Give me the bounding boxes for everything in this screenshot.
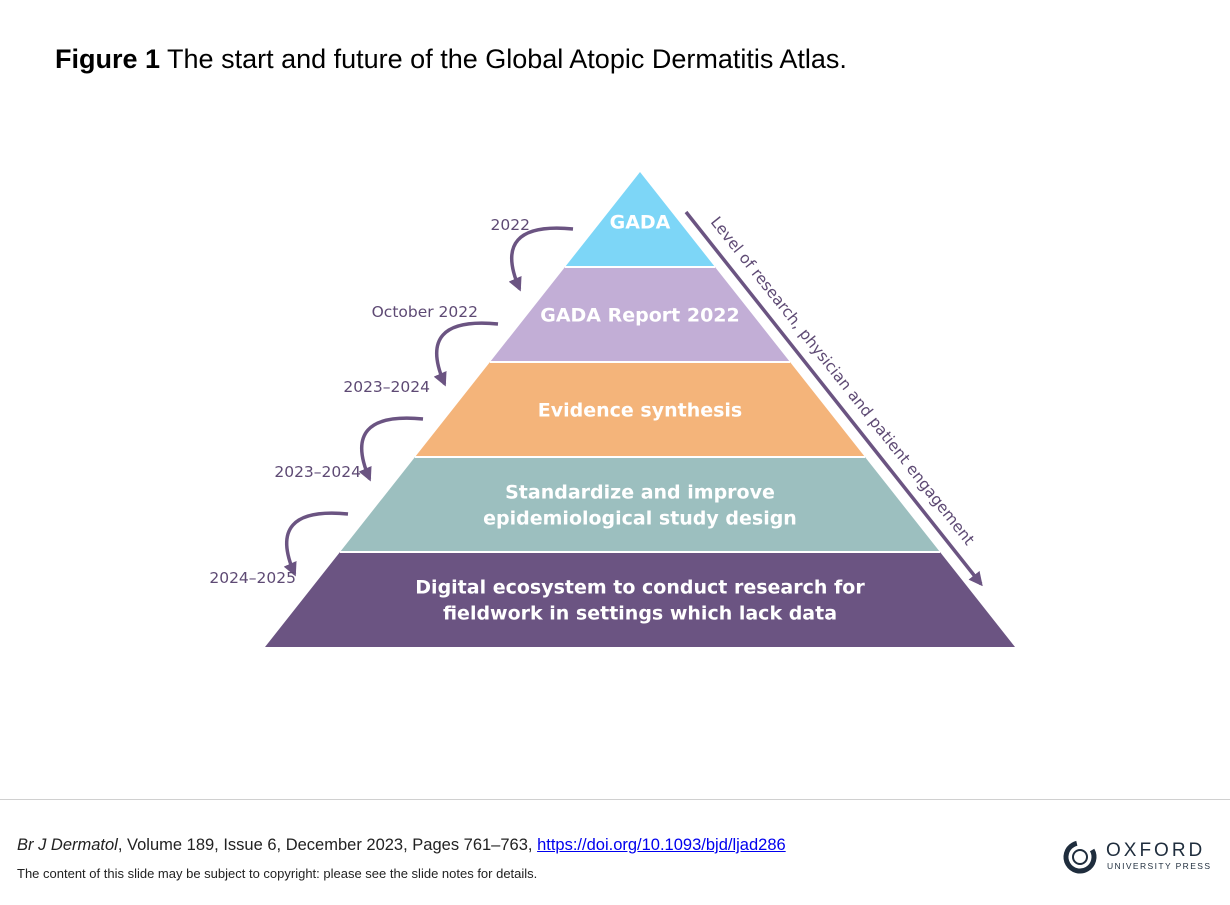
figure-caption: The start and future of the Global Atopi…	[167, 44, 847, 74]
engagement-arrow	[684, 210, 983, 587]
pyramid-level-1	[565, 172, 715, 267]
level-4-label: Standardize and improve	[505, 482, 775, 504]
pyramid-level-4	[340, 457, 940, 552]
logo-name: OXFORD	[1106, 840, 1206, 861]
timeline-arrow-4	[283, 511, 349, 577]
pyramid-diagram: GADA GADA Report 2022 Evidence synthesis St…	[209, 172, 1015, 647]
timeline-arrow-1	[508, 226, 574, 292]
pyramid-levels: GADA GADA Report 2022 Evidence synthesis St…	[265, 172, 1015, 647]
logo-subtitle: UNIVERSITY PRESS	[1107, 861, 1212, 871]
timeline-label-2: October 2022	[372, 303, 478, 321]
timeline-label-5: 2024–2025	[209, 569, 296, 587]
journal-name: Br J Dermatol	[17, 836, 118, 854]
oxford-logo[interactable]: OXFORD UNIVERSITY PRESS	[1062, 838, 1212, 878]
level-5-label: fieldwork in settings which lack data	[443, 603, 837, 625]
pyramid-level-5	[265, 552, 1015, 647]
citation-details: , Volume 189, Issue 6, December 2023, Pa…	[117, 836, 538, 854]
level-1-label: GADA	[610, 211, 671, 233]
timeline-label-1: 2022	[491, 216, 530, 234]
timeline-arrow-2	[433, 321, 499, 387]
timeline-labels: 2022 October 2022 2023–2024 2023–2024 2024–2…	[209, 216, 530, 587]
timeline-label-4: 2023–2024	[274, 463, 361, 481]
pyramid-level-2	[490, 267, 790, 362]
level-2-label: GADA Report 2022	[540, 305, 740, 327]
level-3-label: Evidence synthesis	[538, 400, 743, 422]
timeline-label-3: 2023–2024	[343, 378, 430, 396]
copyright-notice: The content of this slide may be subject…	[17, 866, 538, 881]
level-5-label: Digital ecosystem to conduct research fo…	[415, 577, 865, 599]
oup-emblem-icon	[1063, 840, 1097, 874]
timeline-arrow-3	[358, 416, 424, 482]
footer-divider	[0, 799, 1230, 800]
timeline-arrows	[283, 226, 574, 577]
pyramid-level-3	[415, 362, 865, 457]
citation: Br J Dermatol, Volume 189, Issue 6, Dece…	[17, 836, 786, 855]
figure-label: Figure 1	[55, 44, 161, 74]
doi-link[interactable]: https://doi.org/10.1093/bjd/ljad286	[537, 836, 786, 854]
level-4-label: epidemiological study design	[483, 508, 797, 530]
figure-title: Figure 1 The start and future of the Glo…	[55, 44, 847, 75]
